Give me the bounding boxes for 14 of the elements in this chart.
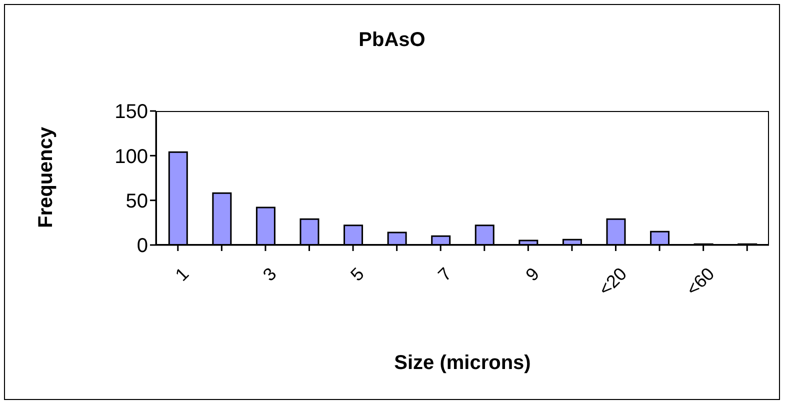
x-tick-label: 1 <box>171 264 193 285</box>
chart-title: PbAsO <box>358 29 426 52</box>
x-tick-label: 7 <box>434 264 456 285</box>
x-tick-label: <60 <box>682 264 718 300</box>
x-tick-label: <20 <box>594 264 631 300</box>
x-tick-label: 5 <box>346 264 368 285</box>
y-axis-title: Frequency <box>35 126 58 228</box>
x-tick-label: 3 <box>259 264 280 285</box>
y-tick-label: 100 <box>114 146 148 168</box>
x-axis-title: Size (microns) <box>394 352 531 374</box>
x-tick-label: 9 <box>522 264 544 285</box>
y-tick-label: 50 <box>126 190 148 212</box>
y-tick-label: 150 <box>114 101 148 124</box>
y-tick-label: 0 <box>136 235 148 258</box>
